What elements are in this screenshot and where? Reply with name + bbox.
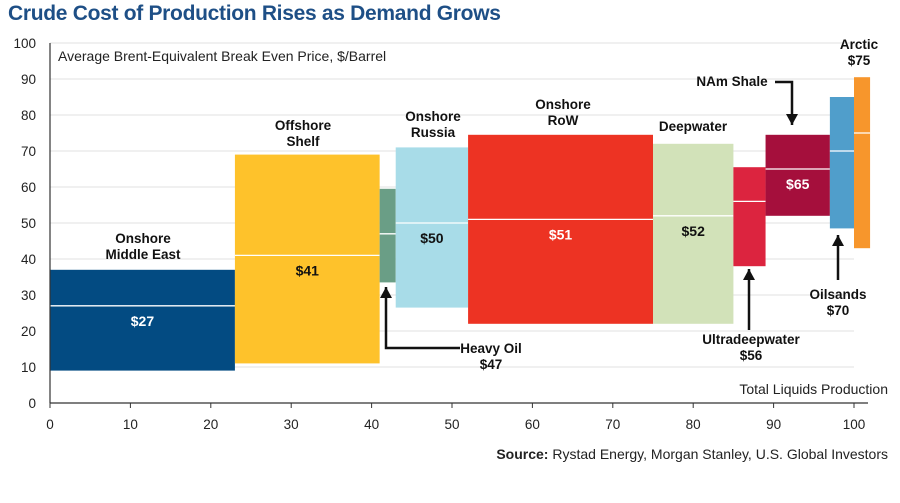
value-label-nam-shale: $65 [786, 176, 810, 192]
x-tick-label: 60 [525, 417, 540, 432]
value-label-onshore-row: $51 [549, 226, 573, 242]
x-tick-label: 70 [605, 417, 620, 432]
y-tick-label: 40 [21, 252, 36, 267]
category-label-onshore-middle-east-line-2: Middle East [105, 247, 181, 262]
bar-deepwater [653, 143, 734, 324]
y-tick-label: 0 [28, 396, 36, 411]
ultradeepwater-callout-arrow-head [743, 269, 755, 280]
category-label-deepwater-line-1: Deepwater [659, 119, 728, 134]
nam-shale-callout-arrow-line [775, 80, 794, 125]
y-tick-label: 10 [21, 360, 36, 375]
category-label-heavy-oil-line-2: $47 [480, 357, 503, 372]
source-text: Rystad Energy, Morgan Stanley, U.S. Glob… [552, 446, 888, 462]
category-label-offshore-shelf-line-2: Shelf [286, 134, 320, 149]
y-tick-label: 80 [21, 108, 36, 123]
x-tick-label: 10 [123, 417, 138, 432]
value-label-onshore-middle-east: $27 [131, 313, 155, 329]
bar-onshore-row [468, 134, 653, 324]
y-tick-label: 100 [13, 36, 36, 51]
y-tick-label: 70 [21, 144, 36, 159]
x-tick-label: 50 [444, 417, 459, 432]
y-tick-label: 20 [21, 324, 36, 339]
x-tick-label: 30 [284, 417, 299, 432]
oilsands-callout-arrow [832, 235, 844, 280]
y-axis-title: Average Brent-Equivalent Break Even Pric… [58, 48, 386, 64]
source-note: Source: Rystad Energy, Morgan Stanley, U… [496, 446, 888, 462]
oilsands-callout-arrow-head [832, 235, 844, 246]
y-tick-label: 90 [21, 72, 36, 87]
category-label-arctic-line-1: Arctic [840, 37, 879, 52]
category-label-oilsands-line-2: $70 [827, 303, 850, 318]
nam-shale-callout-arrow [775, 80, 798, 125]
heavy-oil-callout-arrow-line [384, 287, 460, 350]
ultradeepwater-callout-arrow [743, 269, 755, 330]
source-prefix: Source: [496, 446, 552, 462]
category-label-onshore-russia-line-2: Russia [411, 125, 456, 140]
x-axis-title: Total Liquids Production [739, 381, 888, 397]
bar-onshore-russia [395, 147, 469, 308]
x-tick-label: 40 [364, 417, 379, 432]
x-tick-label: 100 [843, 417, 866, 432]
category-label-nam-shale-line-1: NAm Shale [696, 74, 768, 89]
value-label-deepwater: $52 [682, 223, 706, 239]
bar-heavy-oil [379, 188, 396, 283]
x-tick-label: 20 [203, 417, 218, 432]
value-label-offshore-shelf: $41 [296, 262, 320, 278]
category-label-onshore-row-line-2: RoW [548, 113, 579, 128]
heavy-oil-callout-arrow-head [380, 287, 392, 298]
heavy-oil-callout-arrow [380, 287, 460, 350]
y-tick-label: 50 [21, 216, 36, 231]
bar-oilsands [829, 97, 854, 229]
bar-arctic [854, 77, 871, 249]
category-label-oilsands-line-1: Oilsands [809, 287, 866, 302]
bar-onshore-middle-east [50, 269, 235, 371]
x-tick-label: 0 [46, 417, 54, 432]
x-tick-label: 80 [686, 417, 701, 432]
category-label-onshore-russia-line-1: Onshore [405, 109, 461, 124]
nam-shale-callout-arrow-head [786, 114, 798, 125]
category-label-offshore-shelf-line-1: Offshore [275, 118, 332, 133]
y-tick-label: 60 [21, 180, 36, 195]
bar-offshore-shelf [234, 154, 380, 364]
category-label-heavy-oil-line-1: Heavy Oil [460, 341, 522, 356]
y-tick-label: 30 [21, 288, 36, 303]
category-label-ultradeepwater-line-2: $56 [740, 348, 763, 363]
bar-ultradeepwater [733, 167, 766, 267]
x-tick-label: 90 [766, 417, 781, 432]
category-label-ultradeepwater-line-1: Ultradeepwater [702, 332, 800, 347]
category-label-onshore-middle-east-line-1: Onshore [115, 231, 171, 246]
value-label-onshore-russia: $50 [420, 230, 444, 246]
category-label-arctic-line-2: $75 [848, 53, 871, 68]
chart-title: Crude Cost of Production Rises as Demand… [8, 2, 501, 25]
bar-nam-shale [765, 134, 830, 216]
category-label-onshore-row-line-1: Onshore [535, 97, 591, 112]
